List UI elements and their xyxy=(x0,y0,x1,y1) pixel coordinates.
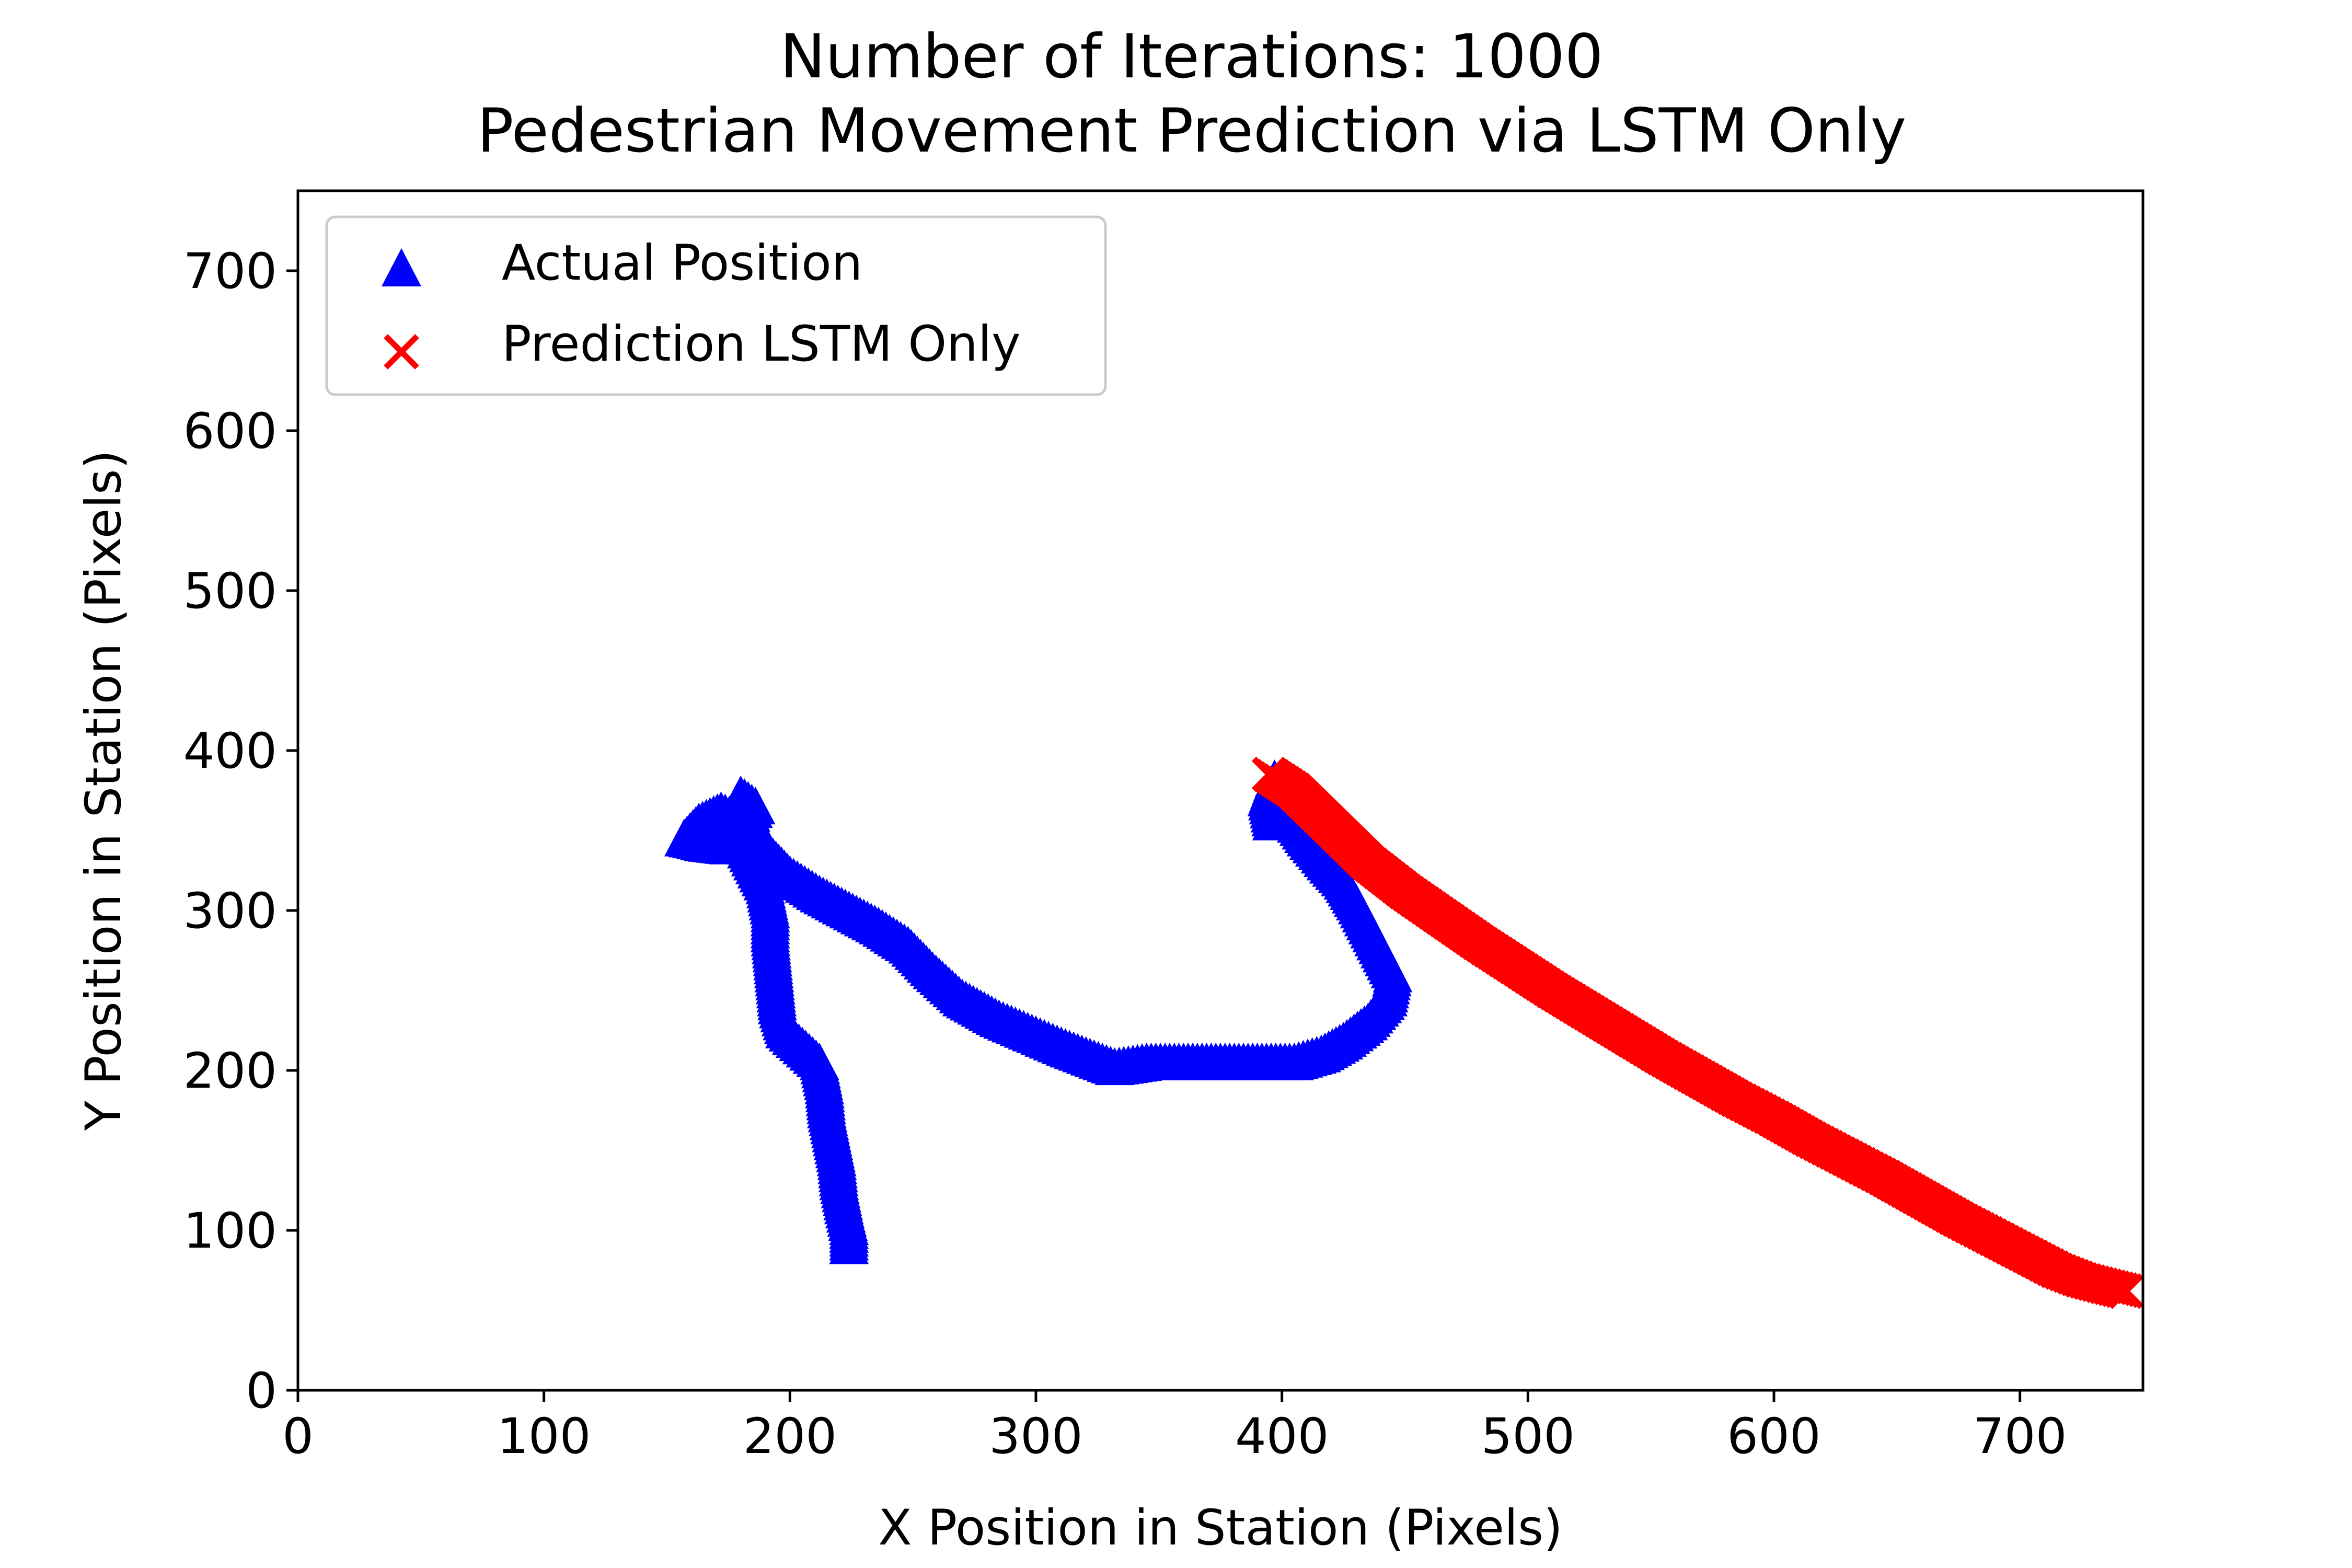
y-tick-label: 0 xyxy=(246,1363,277,1420)
x-tick-label: 700 xyxy=(1973,1408,2067,1465)
series-layer xyxy=(664,756,2143,1309)
legend-label-actual: Actual Position xyxy=(502,235,862,292)
legend-label-prediction: Prediction LSTM Only xyxy=(502,316,1021,373)
x-tick-label: 400 xyxy=(1235,1408,1329,1465)
x-tick-label: 100 xyxy=(497,1408,591,1465)
legend-triangle-icon xyxy=(382,248,421,286)
x-tick-label: 200 xyxy=(743,1408,837,1465)
y-axis: 0 100 200 300 400 500 600 700 xyxy=(183,243,298,1420)
y-tick-label: 300 xyxy=(183,883,277,940)
y-axis-label: Y Position in Station (Pixels) xyxy=(75,450,132,1132)
chart-subtitle: Pedestrian Movement Prediction via LSTM … xyxy=(477,96,1907,166)
legend-box xyxy=(325,215,1107,396)
y-tick-label: 400 xyxy=(183,723,277,780)
x-tick-label: 0 xyxy=(282,1408,314,1465)
x-tick-label: 600 xyxy=(1727,1408,1820,1465)
actual-position-point xyxy=(1252,802,1292,840)
y-tick-label: 200 xyxy=(183,1043,277,1100)
y-tick-label: 600 xyxy=(183,403,277,460)
chart-title: Number of Iterations: 1000 xyxy=(780,21,1603,92)
series-prediction-lstm xyxy=(1251,756,2143,1309)
x-tick-label: 500 xyxy=(1481,1408,1575,1465)
legend: Actual Position Prediction LSTM Only xyxy=(325,215,1107,396)
y-tick-label: 700 xyxy=(183,243,277,300)
legend-x-icon xyxy=(384,334,419,370)
plot-frame xyxy=(296,189,2145,1392)
y-tick-label: 100 xyxy=(183,1203,277,1260)
prediction-point xyxy=(2107,1273,2143,1309)
series-actual-position xyxy=(664,759,1413,1264)
y-tick-label: 500 xyxy=(183,563,277,620)
x-axis-label: X Position in Station (Pixels) xyxy=(878,1500,1563,1557)
x-axis: 0 100 200 300 400 500 600 700 xyxy=(282,1390,2067,1465)
x-tick-label: 300 xyxy=(989,1408,1082,1465)
plot-area xyxy=(664,756,2143,1309)
